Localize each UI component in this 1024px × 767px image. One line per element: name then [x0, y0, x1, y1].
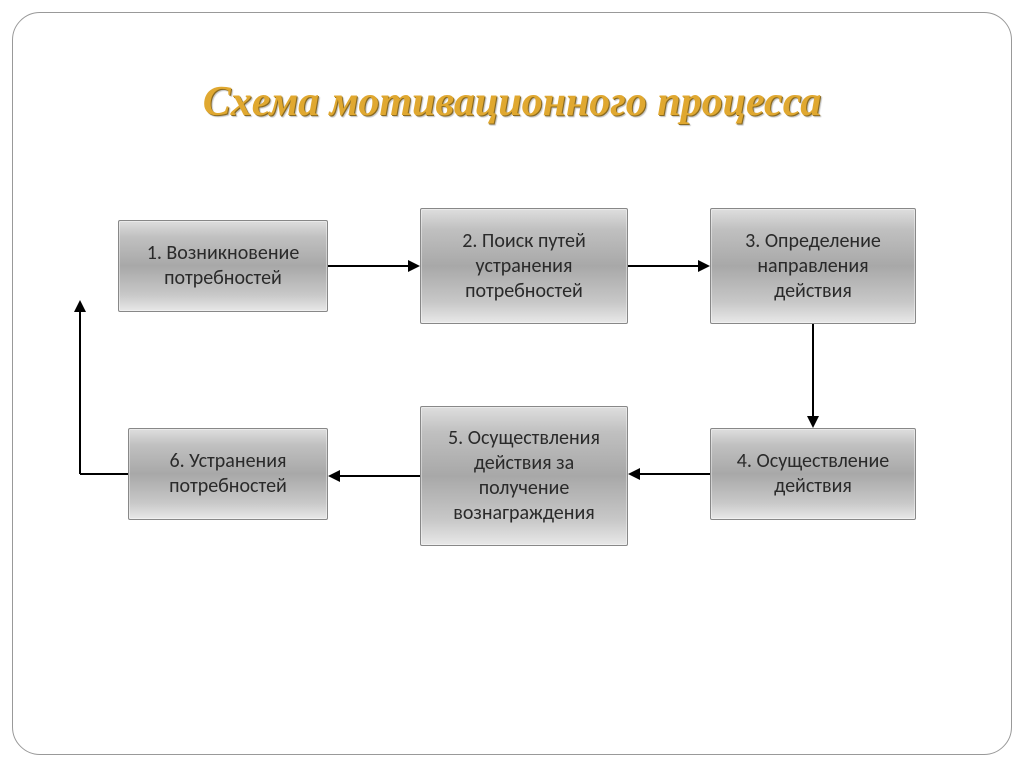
- flow-box-label: 2. Поиск путей устранения потребностей: [431, 229, 617, 304]
- arrow-segment: [812, 324, 814, 416]
- flow-box-4: 4. Осуществление действия: [710, 428, 916, 520]
- arrow-segment: [640, 473, 710, 475]
- flow-box-label: 5. Осуществления действия за получение в…: [431, 426, 617, 526]
- flow-box-5: 5. Осуществления действия за получение в…: [420, 406, 628, 546]
- arrow-segment: [628, 265, 698, 267]
- arrow-segment: [628, 468, 640, 480]
- arrow-segment: [698, 260, 710, 272]
- flow-box-label: 4. Осуществление действия: [721, 449, 905, 499]
- flow-box-label: 3. Определение направления действия: [721, 229, 905, 304]
- arrow-segment: [74, 300, 86, 312]
- arrow-segment: [79, 312, 81, 474]
- arrow-segment: [340, 475, 420, 477]
- arrow-segment: [807, 416, 819, 428]
- flow-box-label: 6. Устранения потребностей: [139, 449, 317, 499]
- flow-box-2: 2. Поиск путей устранения потребностей: [420, 208, 628, 324]
- flow-box-label: 1. Возникновение потребностей: [129, 241, 317, 291]
- flow-box-6: 6. Устранения потребностей: [128, 428, 328, 520]
- arrow-segment: [328, 470, 340, 482]
- flow-box-3: 3. Определение направления действия: [710, 208, 916, 324]
- arrow-segment: [328, 265, 408, 267]
- slide-title: Схема мотивационного процесса: [0, 78, 1024, 126]
- flow-box-1: 1. Возникновение потребностей: [118, 220, 328, 312]
- arrow-segment: [80, 473, 128, 475]
- arrow-segment: [408, 260, 420, 272]
